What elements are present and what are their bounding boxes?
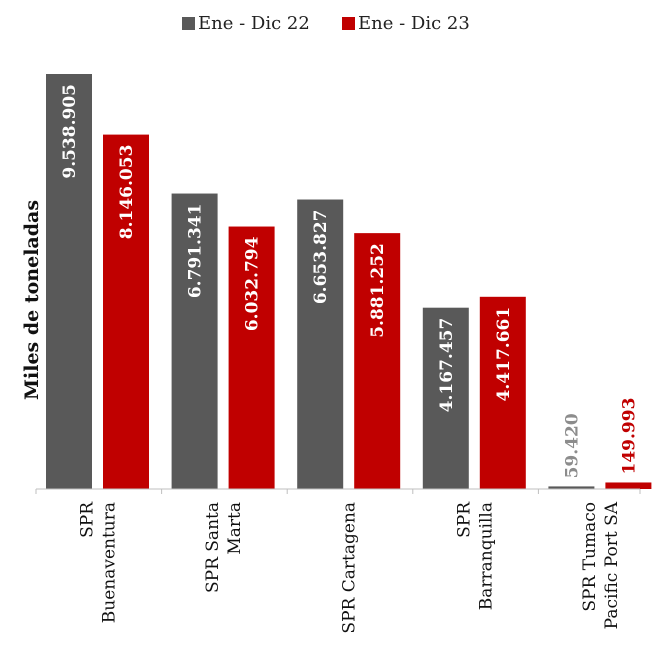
bar xyxy=(103,134,149,489)
bar xyxy=(548,486,595,489)
data-label: 149.993 xyxy=(619,398,639,475)
bar xyxy=(171,193,218,489)
category-label: Marta xyxy=(225,502,245,555)
data-label: 5.881.252 xyxy=(368,243,388,338)
category-label: SPR Cartagena xyxy=(340,502,360,634)
category-label: SPR Tumaco xyxy=(580,502,600,612)
bar xyxy=(228,226,275,489)
x-axis-ticks xyxy=(35,489,641,494)
bar xyxy=(297,199,344,490)
bars: 9.538.905 8.146.053 6.791.341 6.032.794 6.65… xyxy=(46,74,652,490)
bar xyxy=(605,482,652,489)
legend-swatch xyxy=(342,17,355,30)
bar xyxy=(46,74,92,489)
data-label: 6.653.827 xyxy=(311,210,331,305)
category-label: SPR Santa xyxy=(203,502,223,593)
data-label: 59.420 xyxy=(562,413,582,478)
legend-label: Ene - Dic 23 xyxy=(358,13,470,34)
data-label: 6.791.341 xyxy=(186,204,206,299)
legend-swatch xyxy=(182,17,195,30)
category-label: Pacific Port SA xyxy=(602,501,622,629)
category-label: Buenaventura xyxy=(100,502,120,623)
data-label: 8.146.053 xyxy=(117,145,137,240)
category-label: SPR xyxy=(454,501,474,538)
y-axis-label: Miles de toneladas xyxy=(21,200,43,400)
data-label: 9.538.905 xyxy=(60,84,80,179)
legend: Ene - Dic 22 Ene - Dic 23 xyxy=(182,13,470,34)
bar xyxy=(479,296,526,489)
data-label: 6.032.794 xyxy=(243,236,263,331)
category-label: SPR xyxy=(78,501,98,538)
bar xyxy=(422,307,469,489)
category-labels: SPR Buenaventura SPR Santa Marta SPR Cartage… xyxy=(78,501,622,634)
bar xyxy=(354,233,401,489)
category-label: Barranquilla xyxy=(476,502,496,610)
legend-label: Ene - Dic 22 xyxy=(198,13,310,34)
data-label: 4.167.457 xyxy=(437,318,457,413)
data-label: 4.417.661 xyxy=(494,307,514,402)
